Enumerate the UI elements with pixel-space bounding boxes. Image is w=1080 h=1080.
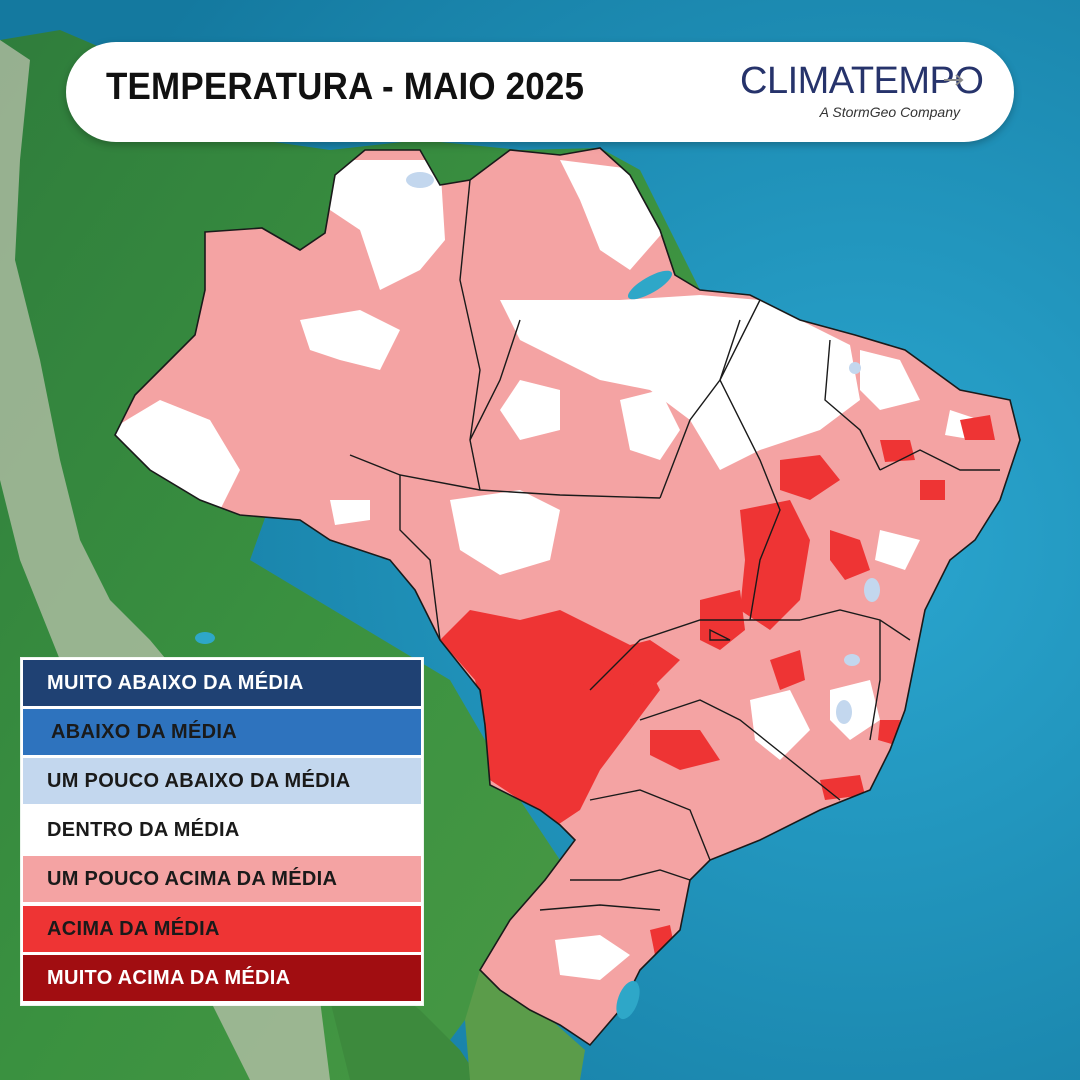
legend-label: UM POUCO ACIMA DA MÉDIA bbox=[47, 868, 338, 890]
southern-land bbox=[330, 980, 480, 1080]
legend-label: MUITO ACIMA DA MÉDIA bbox=[47, 967, 291, 989]
legend-item-within: DENTRO DA MÉDIA bbox=[23, 807, 421, 853]
legend-item-slightly-above: UM POUCO ACIMA DA MÉDIA bbox=[23, 856, 421, 902]
header-bar: TEMPERATURA - MAIO 2025 CLIMATEMPO A Sto… bbox=[66, 42, 1014, 142]
legend: MUITO ABAIXO DA MÉDIA ABAIXO DA MÉDIA UM… bbox=[21, 658, 423, 1005]
state-borders bbox=[349, 179, 1000, 911]
brand-tagline: A StormGeo Company bbox=[819, 104, 960, 120]
brand-name: CLIMATEMPO bbox=[740, 60, 984, 102]
rivers-and-lakes bbox=[195, 270, 673, 1020]
legend-item-above: ACIMA DA MÉDIA bbox=[23, 906, 421, 952]
uruguay bbox=[465, 970, 585, 1080]
legend-label: ACIMA DA MÉDIA bbox=[47, 918, 220, 940]
legend-label: UM POUCO ABAIXO DA MÉDIA bbox=[47, 770, 351, 792]
legend-label: ABAIXO DA MÉDIA bbox=[51, 721, 237, 743]
page-title: TEMPERATURA - MAIO 2025 bbox=[106, 66, 585, 108]
legend-item-below: ABAIXO DA MÉDIA bbox=[23, 709, 421, 755]
legend-item-slightly-below: UM POUCO ABAIXO DA MÉDIA bbox=[23, 758, 421, 804]
climatempo-logo: CLIMATEMPO A StormGeo Company bbox=[736, 58, 984, 128]
legend-item-very-below: MUITO ABAIXO DA MÉDIA bbox=[23, 660, 421, 706]
legend-label: MUITO ABAIXO DA MÉDIA bbox=[47, 672, 304, 694]
anomaly-slightly-below bbox=[406, 172, 880, 724]
arrow-icon bbox=[944, 74, 964, 86]
legend-label: DENTRO DA MÉDIA bbox=[47, 819, 240, 841]
legend-item-very-above: MUITO ACIMA DA MÉDIA bbox=[23, 955, 421, 1001]
